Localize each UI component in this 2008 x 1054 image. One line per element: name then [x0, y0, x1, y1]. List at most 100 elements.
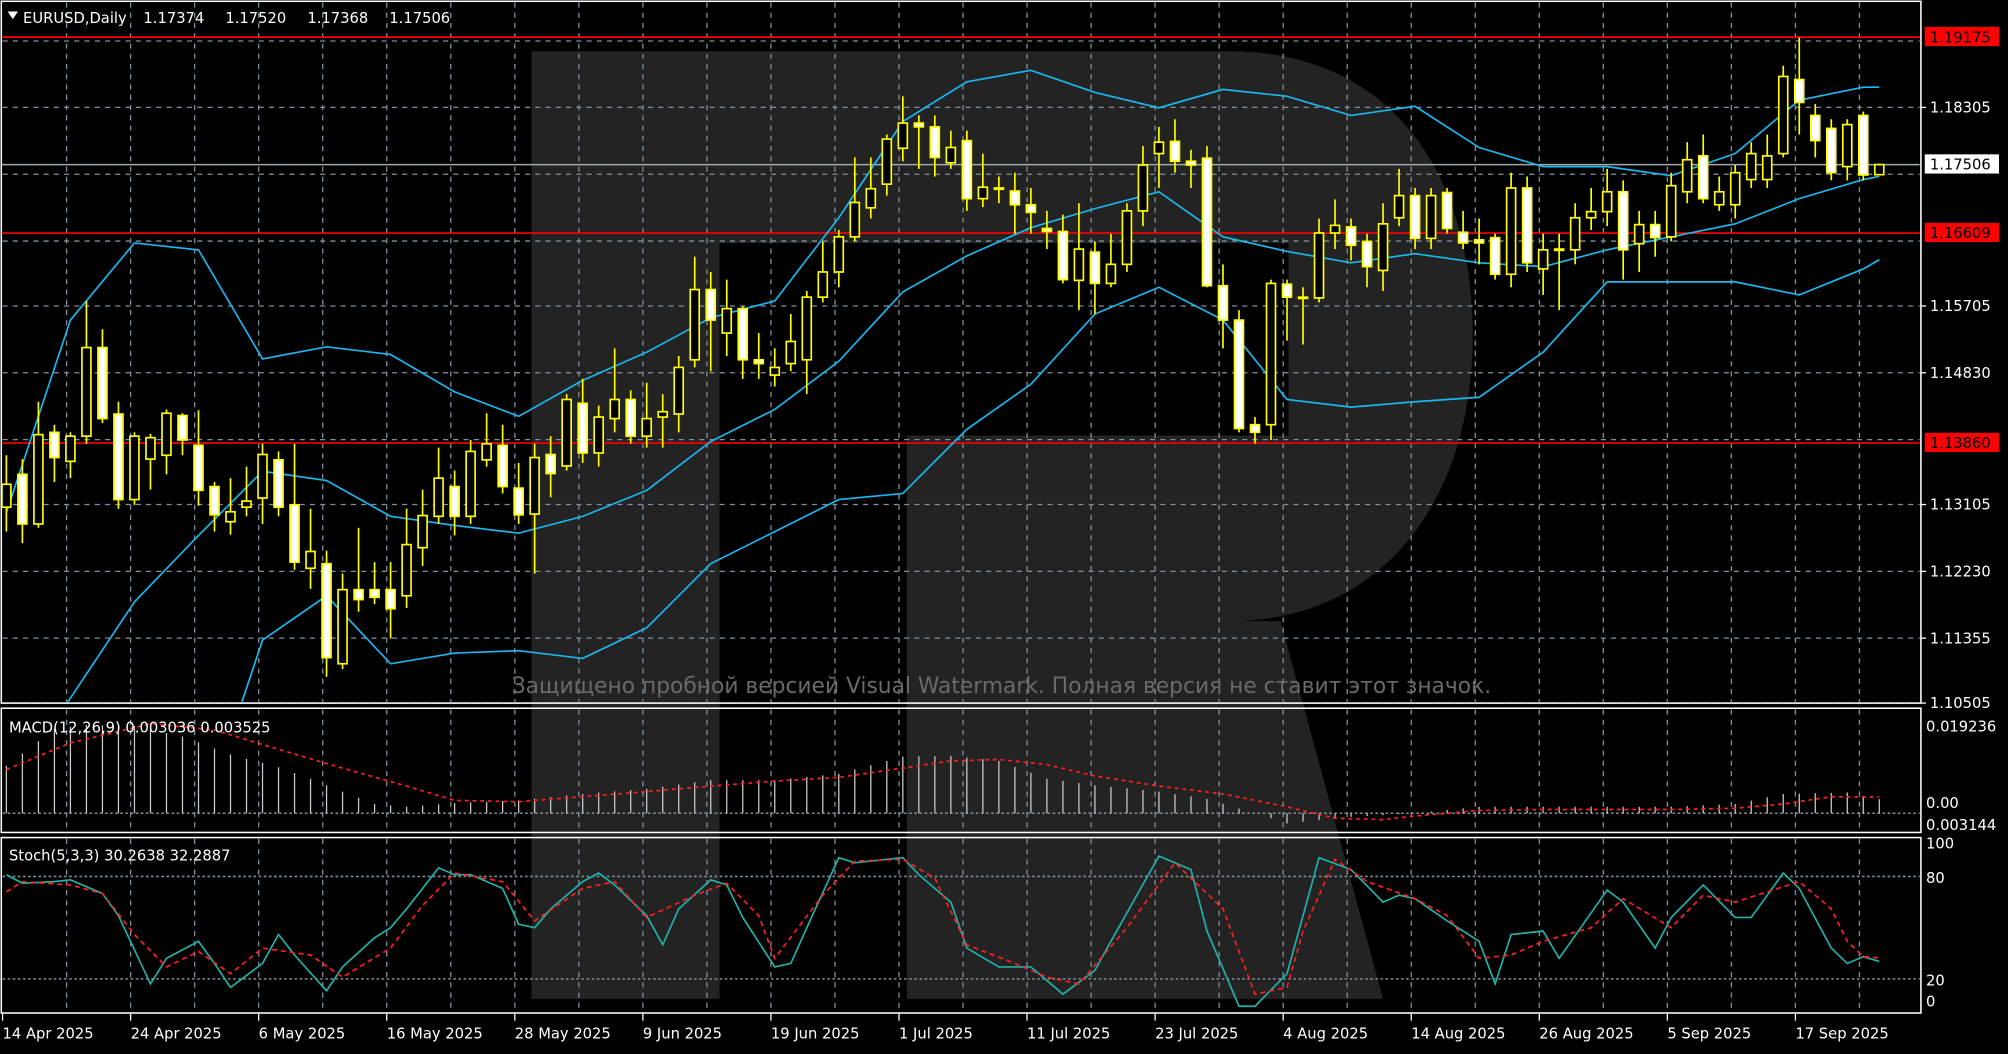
- candle[interactable]: [145, 433, 156, 490]
- candle[interactable]: [513, 462, 524, 524]
- candle[interactable]: [305, 508, 316, 589]
- candle[interactable]: [609, 348, 621, 433]
- candle[interactable]: [769, 348, 781, 387]
- candle[interactable]: [401, 508, 412, 608]
- candle[interactable]: [1361, 233, 1373, 288]
- candle[interactable]: [1633, 210, 1645, 272]
- candle[interactable]: [1681, 142, 1693, 204]
- candle[interactable]: [1105, 233, 1117, 288]
- candle[interactable]: [1505, 172, 1517, 288]
- candle[interactable]: [353, 527, 364, 612]
- candle[interactable]: [929, 115, 941, 177]
- candle[interactable]: [1169, 119, 1181, 173]
- candle[interactable]: [1601, 168, 1613, 227]
- candle[interactable]: [369, 562, 380, 605]
- candle[interactable]: [1825, 119, 1837, 181]
- candle[interactable]: [1777, 65, 1789, 158]
- price-axis[interactable]: 1.18305 1.15705 1.14830 1.13105 1.12230 1.113…: [1920, 26, 2000, 1011]
- candle[interactable]: [1569, 203, 1581, 265]
- candle[interactable]: [1121, 203, 1133, 272]
- candle[interactable]: [833, 229, 845, 288]
- candle[interactable]: [1249, 417, 1261, 444]
- candle[interactable]: [1665, 172, 1677, 242]
- candle[interactable]: [225, 478, 236, 535]
- candle[interactable]: [849, 157, 861, 242]
- candle[interactable]: [1761, 134, 1773, 188]
- candle[interactable]: [1345, 218, 1357, 261]
- candle[interactable]: [129, 432, 140, 505]
- candle[interactable]: [913, 115, 925, 169]
- candle[interactable]: [737, 306, 749, 379]
- candle[interactable]: [273, 451, 284, 517]
- candle[interactable]: [1809, 103, 1821, 158]
- candle[interactable]: [17, 459, 28, 544]
- candle[interactable]: [161, 409, 172, 475]
- candle[interactable]: [1057, 214, 1069, 284]
- level-price-label[interactable]: 1.19175: [1930, 29, 1991, 46]
- candle[interactable]: [337, 573, 348, 670]
- candle[interactable]: [961, 130, 973, 211]
- candle[interactable]: [1425, 187, 1437, 250]
- candle[interactable]: [529, 443, 540, 574]
- candle[interactable]: [785, 313, 797, 372]
- candle[interactable]: [721, 279, 733, 356]
- candle[interactable]: [945, 130, 957, 169]
- candle[interactable]: [865, 157, 877, 219]
- candle[interactable]: [1185, 149, 1197, 188]
- candle[interactable]: [1025, 187, 1037, 234]
- candle[interactable]: [1313, 218, 1325, 303]
- candle[interactable]: [33, 401, 44, 528]
- candle[interactable]: [673, 355, 685, 433]
- candle[interactable]: [385, 562, 396, 639]
- candle[interactable]: [289, 443, 300, 570]
- candle[interactable]: [241, 466, 252, 517]
- level-price-label[interactable]: 1.16609: [1930, 225, 1991, 242]
- candle[interactable]: [689, 256, 701, 368]
- candle[interactable]: [1073, 203, 1085, 311]
- candle[interactable]: [545, 436, 556, 498]
- candle[interactable]: [1009, 172, 1021, 234]
- candle[interactable]: [97, 329, 108, 424]
- candle[interactable]: [1041, 210, 1053, 250]
- candle[interactable]: [497, 424, 508, 494]
- candle[interactable]: [1745, 142, 1757, 188]
- candle[interactable]: [1473, 218, 1485, 265]
- candle[interactable]: [1441, 187, 1453, 234]
- candle[interactable]: [977, 153, 989, 208]
- candle[interactable]: [1265, 279, 1277, 440]
- candle[interactable]: [1841, 119, 1853, 181]
- candle[interactable]: [1137, 145, 1149, 227]
- candle[interactable]: [113, 401, 124, 509]
- candle[interactable]: [1585, 187, 1597, 230]
- candle[interactable]: [209, 481, 220, 532]
- candle[interactable]: [1729, 165, 1741, 219]
- candle[interactable]: [81, 300, 92, 444]
- candle[interactable]: [1617, 180, 1629, 280]
- candle[interactable]: [753, 333, 765, 379]
- candle[interactable]: [465, 439, 476, 524]
- candle[interactable]: [593, 405, 605, 467]
- candle[interactable]: [1393, 168, 1405, 227]
- candle[interactable]: [321, 550, 332, 677]
- candle[interactable]: [817, 241, 829, 303]
- candle[interactable]: [577, 378, 588, 463]
- date-axis[interactable]: 14 Apr 2025 24 Apr 2025 6 May 2025 16 May 2…: [1, 1013, 1889, 1043]
- candle[interactable]: [1521, 176, 1533, 272]
- candle[interactable]: [65, 432, 76, 479]
- candle[interactable]: [177, 413, 188, 456]
- candle[interactable]: [897, 96, 909, 162]
- candle[interactable]: [1873, 163, 1885, 176]
- stoch-pane-frame[interactable]: [0, 836, 1922, 1014]
- candle[interactable]: [1489, 233, 1501, 280]
- candle[interactable]: [1409, 187, 1421, 250]
- candle[interactable]: [1377, 203, 1389, 292]
- candle[interactable]: [1553, 233, 1565, 311]
- candle[interactable]: [257, 443, 268, 524]
- candle[interactable]: [641, 382, 653, 448]
- candle[interactable]: [1329, 199, 1341, 250]
- level-price-label[interactable]: 1.13860: [1930, 435, 1991, 452]
- candle[interactable]: [1201, 145, 1213, 288]
- candle[interactable]: [705, 271, 717, 372]
- candle[interactable]: [1153, 126, 1165, 188]
